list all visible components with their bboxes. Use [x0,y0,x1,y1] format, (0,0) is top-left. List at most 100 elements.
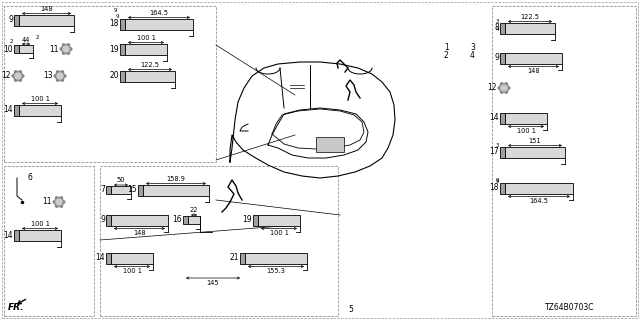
Text: 18: 18 [109,20,119,28]
Text: 50: 50 [116,178,125,183]
Bar [500,182,505,194]
Text: 100 1: 100 1 [136,35,156,41]
Text: 9: 9 [113,9,116,13]
Text: 4: 4 [470,51,475,60]
Text: 9: 9 [494,53,499,62]
Bar [4,166,94,316]
Bar [106,252,111,263]
Text: 18: 18 [490,183,499,193]
Text: 9: 9 [100,215,105,225]
Text: 100 1: 100 1 [31,221,49,227]
Polygon shape [57,73,63,79]
Bar [245,252,307,263]
Bar [505,22,555,34]
Text: 148: 148 [40,6,53,12]
Bar [505,182,573,194]
Bar [316,137,344,152]
Bar [258,214,300,226]
Bar [240,252,245,263]
Bar [4,6,216,162]
Text: 14: 14 [95,253,105,262]
Polygon shape [54,71,66,81]
Bar [14,14,19,26]
Text: 15: 15 [127,186,137,195]
Text: 19: 19 [243,215,252,225]
Text: 11: 11 [49,44,59,53]
Bar [125,70,175,82]
Polygon shape [56,199,62,205]
Bar [500,113,505,124]
Bar [188,216,200,224]
Text: 22: 22 [189,207,198,213]
Text: 3: 3 [495,19,499,24]
Bar [492,6,636,316]
Bar [106,186,111,194]
Bar [120,70,125,82]
Bar [14,229,19,241]
Text: 100 1: 100 1 [31,96,49,102]
Text: 2: 2 [10,39,13,44]
Text: 8: 8 [494,23,499,33]
Text: 100 1: 100 1 [516,128,536,134]
Text: 12: 12 [1,71,11,81]
Bar [120,19,125,29]
Bar [19,105,61,116]
Text: 16: 16 [172,215,182,225]
Polygon shape [53,197,65,207]
Text: 21: 21 [230,253,239,262]
Text: 9: 9 [8,15,13,25]
Bar [106,214,111,226]
Bar [111,214,168,226]
Text: 7: 7 [100,186,105,195]
Text: 3: 3 [495,143,499,148]
Text: 122.5: 122.5 [520,14,540,20]
Bar [125,19,193,29]
Text: 164.5: 164.5 [529,198,548,204]
Text: 145: 145 [207,280,220,286]
Bar [500,22,505,34]
Text: 9: 9 [115,14,119,19]
Bar [253,214,258,226]
Text: 1: 1 [444,44,449,52]
Text: 100 1: 100 1 [123,268,141,274]
Text: 3: 3 [470,44,475,52]
Bar [505,52,562,63]
Bar [125,44,167,54]
Text: 44: 44 [22,36,30,43]
Text: 100 1: 100 1 [269,230,289,236]
Bar [183,216,188,224]
Text: 148: 148 [133,230,146,236]
Polygon shape [498,83,510,93]
Text: 9: 9 [495,179,499,184]
Polygon shape [15,73,21,79]
Text: 17: 17 [490,148,499,156]
Text: 14: 14 [3,230,13,239]
Polygon shape [63,46,69,52]
Bar [111,186,131,194]
Text: 155.3: 155.3 [267,268,285,274]
Text: 164.5: 164.5 [150,10,168,16]
Text: 122.5: 122.5 [141,62,159,68]
Bar [500,52,505,63]
Text: 19: 19 [109,44,119,53]
Text: 11: 11 [42,197,52,206]
Text: 14: 14 [3,106,13,115]
Bar [100,166,338,316]
Text: 20: 20 [109,71,119,81]
Bar [19,14,74,26]
Bar [138,185,143,196]
Text: 4: 4 [495,27,499,32]
Text: 5: 5 [348,306,353,315]
Text: 14: 14 [490,114,499,123]
Bar [500,147,505,157]
Text: 2: 2 [444,51,449,60]
Bar [505,113,547,124]
Bar [111,252,153,263]
Bar [505,147,565,157]
Polygon shape [501,85,507,91]
Bar [19,45,33,53]
Bar [120,44,125,54]
Text: 13: 13 [44,71,53,81]
Text: 148: 148 [527,68,540,74]
Text: 9: 9 [495,178,499,183]
